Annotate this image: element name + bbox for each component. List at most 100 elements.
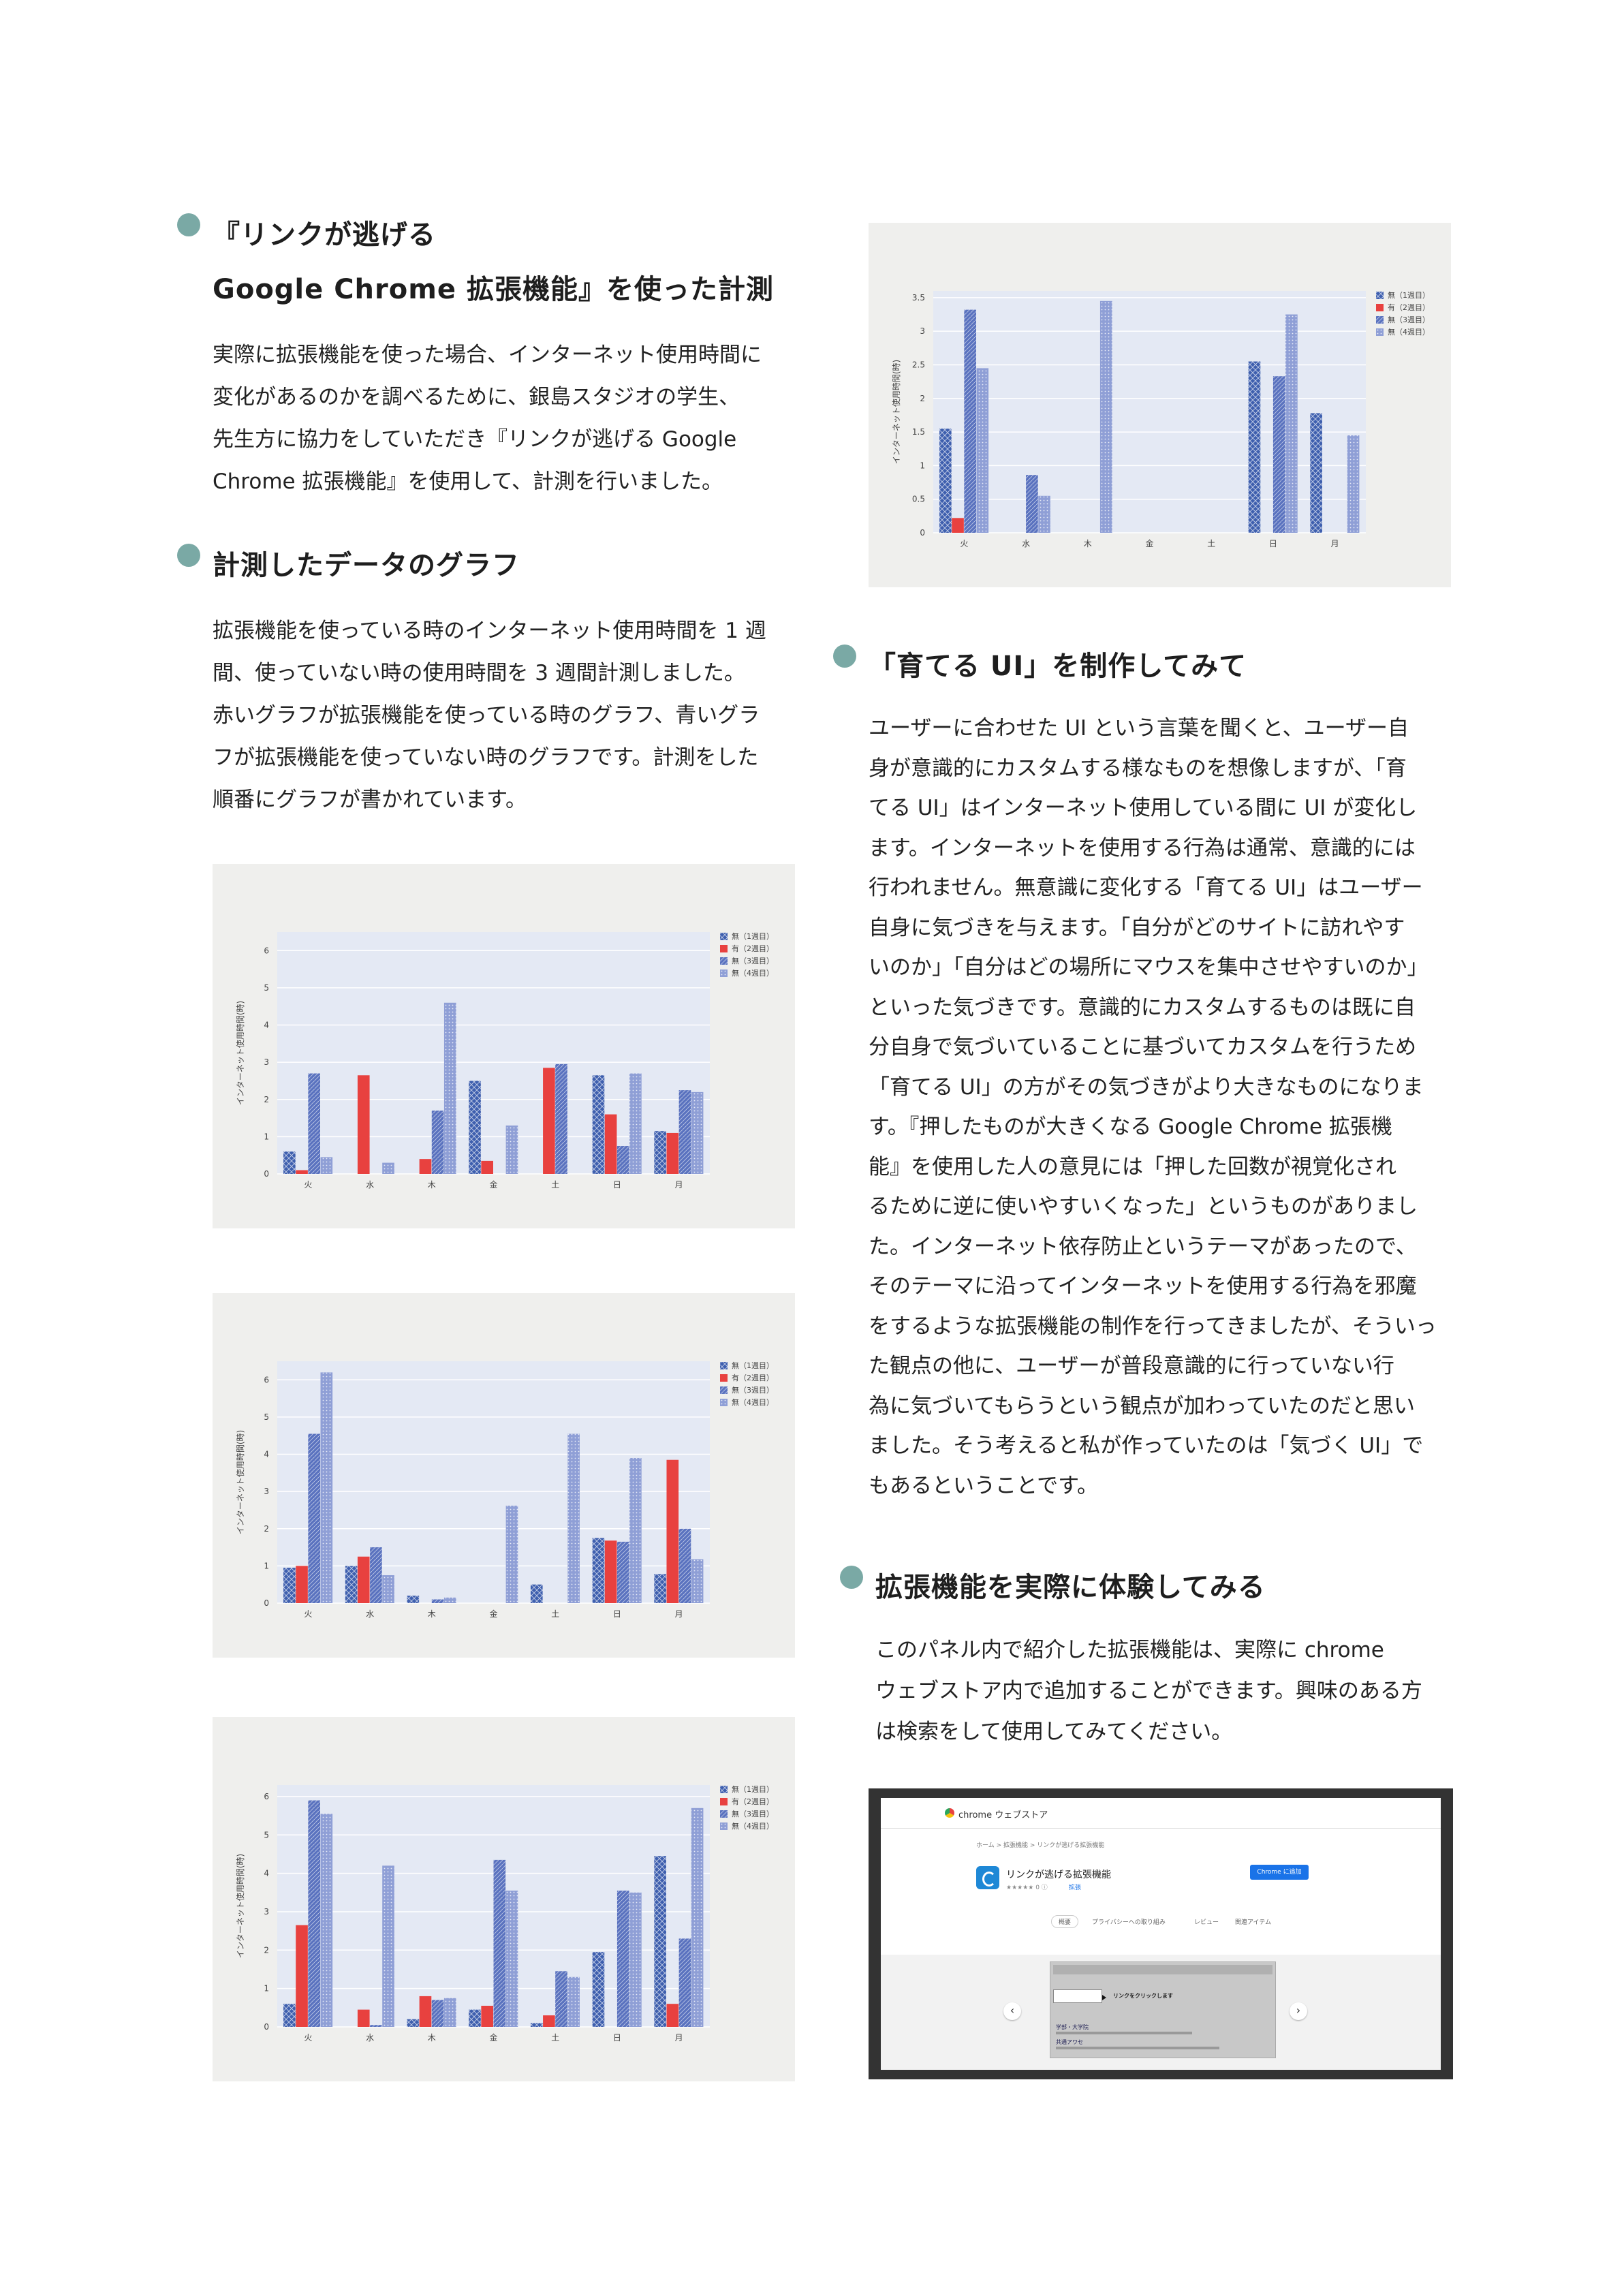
preview-text-line bbox=[1056, 2047, 1219, 2049]
y-tick-label: 3 bbox=[264, 1057, 269, 1067]
preview-caption: リンクをクリックします bbox=[1113, 1993, 1173, 1999]
x-tick-label: 木 bbox=[428, 1180, 436, 1190]
bar bbox=[407, 2019, 420, 2027]
text-line: Chrome 拡張機能』を使用して、計測を行いました。 bbox=[213, 469, 723, 494]
legend-swatch bbox=[720, 1798, 728, 1805]
y-axis-label: インターネット使用時間(時) bbox=[235, 1001, 245, 1105]
x-tick-label: 月 bbox=[1331, 539, 1339, 548]
legend-entry: 無（4週目） bbox=[1388, 327, 1430, 337]
bar bbox=[555, 1971, 567, 2027]
paragraph-grow-ui: ユーザーに合わせた UI という言葉を聞くと、ユーザー自 身が意識的にカスタムす… bbox=[869, 709, 1437, 1506]
text-line: 自身に気づきを与えます。「自分がどのサイトに訪れやす bbox=[869, 915, 1405, 940]
text-line: ユーザーに合わせた UI という言葉を聞くと、ユーザー自 bbox=[869, 716, 1409, 741]
heading-measure: 『リンクが逃げる Google Chrome 拡張機能』を使った計測 bbox=[177, 208, 774, 317]
bar bbox=[296, 1566, 308, 1603]
bar bbox=[382, 1865, 394, 2027]
bar bbox=[1026, 475, 1038, 533]
heading-grow-ui-text: 「育てる UI」を制作してみて bbox=[869, 651, 1247, 682]
text-line: フが拡張機能を使っていない時のグラフです。計測をした bbox=[213, 745, 759, 770]
y-axis-label: インターネット使用時間(時) bbox=[235, 1854, 245, 1958]
y-tick-label: 6 bbox=[264, 1375, 269, 1384]
heading-try: 拡張機能を実際に体験してみる bbox=[840, 1560, 1266, 1615]
text-line: このパネル内で紹介した拡張機能は、実際に chrome bbox=[875, 1638, 1384, 1662]
bar bbox=[357, 1556, 370, 1603]
y-tick-label: 0 bbox=[264, 1169, 269, 1179]
legend-swatch bbox=[720, 957, 728, 965]
carousel-next-button[interactable]: › bbox=[1290, 2002, 1307, 2020]
bar bbox=[481, 2006, 493, 2027]
bar bbox=[629, 1073, 642, 1174]
legend-entry: 有（2週目） bbox=[1388, 302, 1430, 312]
bar bbox=[939, 429, 952, 533]
x-tick-label: 火 bbox=[960, 539, 968, 548]
bar bbox=[1099, 300, 1112, 533]
preview-link-box bbox=[1053, 1989, 1102, 2003]
y-tick-label: 2 bbox=[264, 1524, 269, 1534]
x-tick-label: 日 bbox=[613, 1180, 621, 1190]
bar bbox=[567, 1976, 580, 2027]
x-tick-label: 火 bbox=[304, 1609, 312, 1619]
bar bbox=[592, 1952, 605, 2027]
text-line: ました。そう考えると私が作っていたのは「気づく UI」で bbox=[869, 1433, 1424, 1458]
legend-entry: 無（3週目） bbox=[732, 956, 774, 965]
heading-measure-line2: Google Chrome 拡張機能』を使った計測 bbox=[213, 274, 774, 305]
bar bbox=[691, 1559, 704, 1603]
bar bbox=[530, 2023, 543, 2027]
y-tick-label: 1 bbox=[264, 1132, 269, 1141]
bar bbox=[443, 1998, 456, 2027]
x-tick-label: 土 bbox=[551, 2033, 559, 2043]
legend-swatch bbox=[1376, 304, 1384, 311]
y-tick-label: 1 bbox=[264, 1984, 269, 1994]
tab-overview[interactable]: 概要 bbox=[1051, 1915, 1079, 1928]
y-tick-label: 3.5 bbox=[912, 293, 925, 302]
tab-reviews[interactable]: レビュー bbox=[1194, 1919, 1219, 1926]
bar bbox=[530, 1584, 543, 1603]
legend-swatch bbox=[720, 945, 728, 952]
y-tick-label: 1 bbox=[920, 461, 925, 470]
add-to-chrome-button[interactable]: Chrome に追加 bbox=[1250, 1865, 1309, 1880]
bar-chart-3: 0 1 2 3 4 5 6 インターネット使用時間(時) 火 水 木 金 土 日 月 無（1週目） 有（2週目）… bbox=[235, 1361, 774, 1619]
x-tick-label: 木 bbox=[1084, 539, 1092, 548]
bullet-dot bbox=[840, 1566, 863, 1589]
text-line: 赤いグラフが拡張機能を使っている時のグラフ、青いグラ bbox=[213, 703, 760, 728]
x-tick-label: 水 bbox=[366, 1609, 374, 1619]
bar bbox=[543, 2015, 555, 2027]
text-line: そのテーマに沿ってインターネットを使用する行為を邪魔 bbox=[869, 1274, 1417, 1299]
x-tick-label: 火 bbox=[304, 2033, 312, 2043]
text-line: 行われません。無意識に変化する「育てる UI」はユーザー bbox=[869, 875, 1423, 900]
legend-entry: 無（4週目） bbox=[732, 1821, 774, 1831]
y-tick-label: 6 bbox=[264, 1792, 269, 1801]
preview-text-line bbox=[1056, 2032, 1192, 2034]
text-line: 順番にグラフが書かれています。 bbox=[213, 788, 527, 812]
heading-measure-line1: 『リンクが逃げる bbox=[213, 219, 436, 251]
y-tick-label: 0.5 bbox=[912, 495, 925, 504]
y-tick-label: 4 bbox=[264, 1869, 269, 1878]
tab-privacy[interactable]: プライバシーへの取り組み bbox=[1092, 1919, 1166, 1926]
bar-chart-4: 0 1 2 3 4 5 6 インターネット使用時間(時) 火 水 木 金 土 日 月 無（1週目） 有（2週目）… bbox=[235, 1784, 774, 2043]
bar bbox=[678, 1938, 691, 2027]
text-line: 身が意識的にカスタムする様なものを想像しますが、「育 bbox=[869, 756, 1407, 781]
bar bbox=[616, 1541, 629, 1603]
x-tick-label: 日 bbox=[613, 2033, 621, 2043]
extension-category[interactable]: 拡張 bbox=[1069, 1884, 1082, 1891]
paragraph-graph: 拡張機能を使っている時のインターネット使用時間を 1 週 間、使っていない時の使… bbox=[213, 610, 766, 821]
bar bbox=[419, 1996, 432, 2027]
bar bbox=[616, 1890, 629, 2027]
x-tick-label: 日 bbox=[613, 1609, 621, 1619]
bar bbox=[1310, 413, 1322, 533]
webstore-page: chrome ウェブストア ホーム > 拡張機能 > リンクが逃げる拡張機能 リ… bbox=[881, 1798, 1441, 2070]
carousel-prev-button[interactable]: ‹ bbox=[1003, 2002, 1021, 2020]
bar bbox=[678, 1528, 691, 1603]
cursor-icon bbox=[1102, 1995, 1106, 2000]
text-line: もあるということです。 bbox=[869, 1473, 1098, 1498]
bar bbox=[505, 1126, 518, 1174]
y-tick-label: 1 bbox=[264, 1561, 269, 1570]
breadcrumb[interactable]: ホーム > 拡張機能 > リンクが逃げる拡張機能 bbox=[976, 1842, 1105, 1849]
bar bbox=[431, 1111, 444, 1174]
y-tick-label: 2 bbox=[920, 394, 925, 403]
legend-swatch bbox=[1376, 328, 1384, 336]
text-line: た。インターネット依存防止というテーマがあったので、 bbox=[869, 1234, 1417, 1259]
tab-related[interactable]: 関連アイテム bbox=[1235, 1919, 1272, 1926]
y-tick-label: 2.5 bbox=[912, 360, 925, 369]
extension-rating: ★★★★★ 0 ⓘ bbox=[1006, 1884, 1048, 1891]
